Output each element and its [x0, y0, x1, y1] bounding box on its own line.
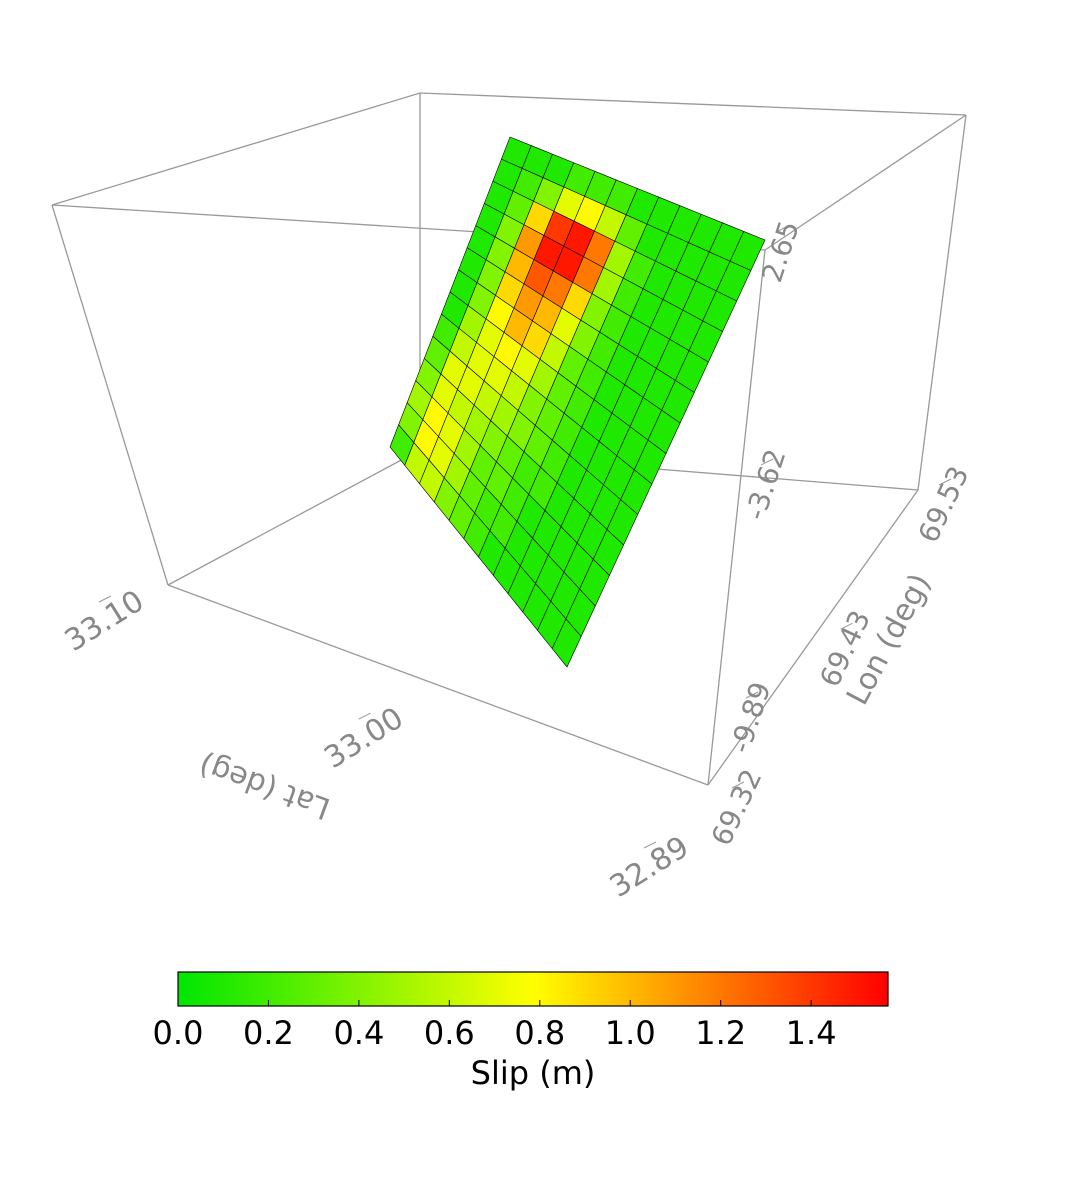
- box-edge: [707, 489, 919, 786]
- y-tick-label: 69.53: [912, 461, 976, 548]
- colorbar-tick-label: 0.0: [153, 1014, 204, 1052]
- colorbar-gradient: [177, 971, 889, 1007]
- fault-surface: [389, 136, 766, 668]
- x-tick: [358, 712, 371, 720]
- box-edge: [707, 249, 766, 786]
- colorbar-tick-label: 1.2: [695, 1014, 746, 1052]
- box-edge: [51, 204, 169, 586]
- x-tick-label: 33.10: [59, 584, 150, 659]
- y-tick: [840, 622, 853, 630]
- z-tick: [775, 225, 789, 233]
- z-tick-label: -9.89: [724, 678, 778, 757]
- colorbar-tick-label: 1.4: [786, 1014, 837, 1052]
- box-edge: [764, 114, 967, 251]
- box-edge: [51, 92, 421, 206]
- colorbar-tick-label: 0.4: [333, 1014, 384, 1052]
- colorbar-tick-label: 0.8: [514, 1014, 565, 1052]
- z-tick-label: 2.65: [755, 217, 806, 286]
- x-tick-label: 33.00: [318, 701, 409, 776]
- z-tick-label: -3.62: [739, 445, 793, 524]
- x-tick: [98, 595, 112, 603]
- colorbar: 0.0 0.2 0.4 0.6 0.8 1.0 1.2 1.4: [153, 971, 889, 1052]
- y-tick: [938, 478, 952, 486]
- slip-patch: [551, 618, 582, 668]
- colorbar-label: Slip (m): [471, 1054, 596, 1092]
- box-edge: [917, 114, 967, 491]
- box-edge: [167, 449, 421, 586]
- x-tick: [643, 841, 657, 849]
- z-tick: [745, 691, 759, 699]
- colorbar-tick-label: 1.0: [605, 1014, 656, 1052]
- y-tick: [731, 781, 745, 789]
- colorbar-tick-label: 0.6: [424, 1014, 475, 1052]
- x-axis-label: Lat (deg): [195, 746, 335, 826]
- z-tick: [760, 458, 774, 466]
- box-edge: [167, 584, 709, 786]
- box-edge: [419, 92, 967, 116]
- x-tick-label: 32.89: [604, 830, 695, 905]
- colorbar-tick-label: 0.2: [243, 1014, 294, 1052]
